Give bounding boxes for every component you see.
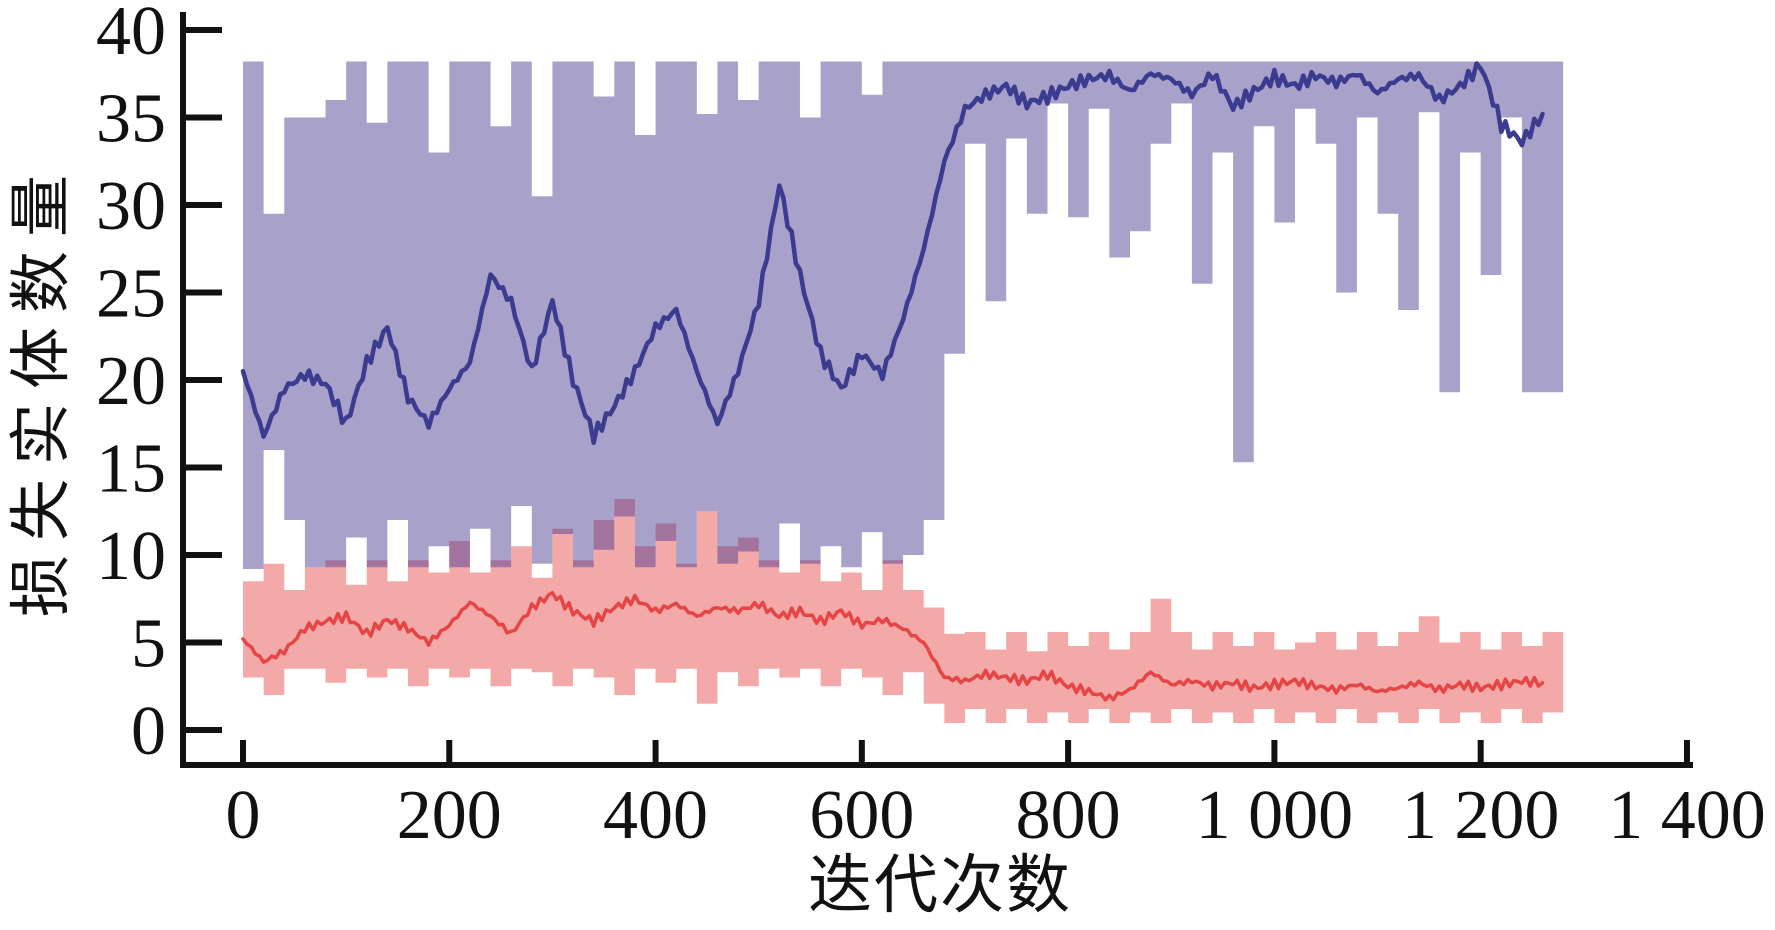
series-2-band (243, 499, 1564, 723)
y-tick (186, 552, 222, 558)
x-tick-label: 0 (226, 777, 261, 854)
y-tick (186, 464, 222, 471)
y-tick (186, 727, 222, 733)
y-tick-label: 10 (96, 518, 166, 595)
x-tick-label: 1 400 (1608, 777, 1766, 854)
y-tick-label: 35 (96, 81, 166, 158)
y-tick (186, 114, 222, 121)
x-tick (446, 740, 453, 762)
y-tick (186, 377, 222, 383)
y-tick (186, 289, 222, 296)
y-tick-label: 0 (131, 693, 166, 770)
y-tick-label: 15 (96, 431, 166, 508)
x-tick (240, 740, 246, 762)
x-axis-spine (180, 762, 1693, 768)
y-tick-label: 20 (96, 343, 166, 420)
y-axis-title: 损失实体数量 (8, 161, 76, 618)
y-tick-label: 25 (96, 256, 166, 333)
x-tick-label: 600 (809, 777, 914, 854)
x-tick-label: 1 000 (1196, 777, 1354, 854)
x-tick (1065, 740, 1072, 762)
series-1-mean-line (240, 61, 1545, 445)
y-tick (186, 639, 222, 646)
x-tick-label: 1 200 (1402, 777, 1560, 854)
x-tick (858, 740, 865, 762)
x-tick (1271, 740, 1278, 762)
y-tick (186, 202, 222, 208)
y-tick (186, 27, 222, 33)
y-tick-label: 5 (131, 606, 166, 683)
y-tick-label: 40 (96, 0, 166, 70)
y-axis-spine (180, 12, 186, 768)
series-2-mean-line (241, 591, 1545, 702)
x-tick-label: 400 (603, 777, 708, 854)
x-tick-label: 200 (397, 777, 502, 854)
x-tick (1477, 740, 1484, 762)
lines-layer (240, 61, 1545, 702)
bands-layer (243, 61, 1564, 723)
x-tick (652, 740, 659, 762)
x-tick-label: 800 (1016, 777, 1121, 854)
x-axis-title: 迭代次数 (808, 850, 1072, 921)
x-tick (1683, 740, 1690, 762)
y-tick-label: 30 (96, 168, 166, 245)
